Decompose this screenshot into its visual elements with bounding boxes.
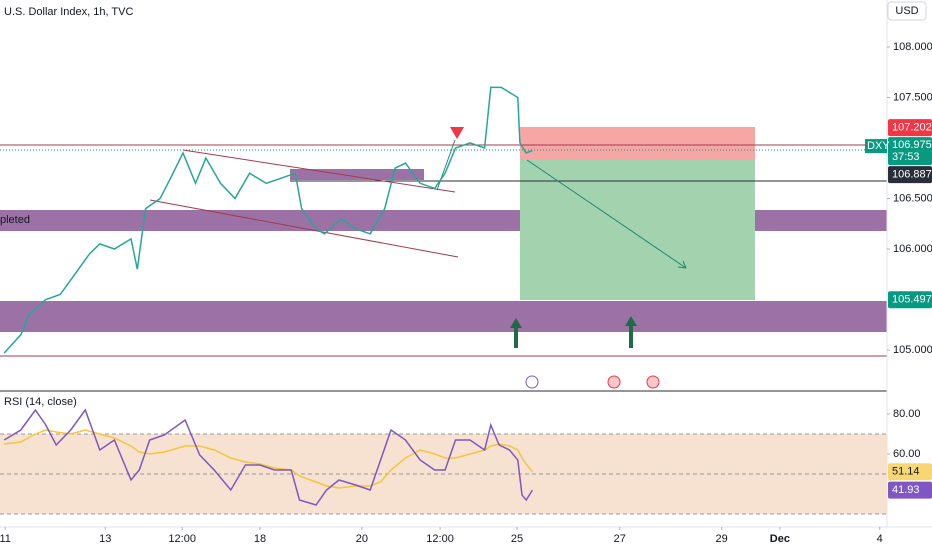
stop-zone (520, 127, 755, 160)
event-icon[interactable] (525, 375, 539, 389)
zone (0, 301, 887, 332)
buy-arrow (625, 316, 637, 348)
price-tag-label: 105.497 (892, 294, 932, 306)
price-tag-label: 51.14 (892, 466, 920, 478)
currency[interactable]: USD (895, 5, 918, 17)
y-tick-label: 107.500 (893, 91, 932, 103)
series-line (3, 408, 534, 506)
trend-line (149, 199, 459, 258)
x-tick-label: 11 (0, 533, 11, 545)
x-tick-label: 25 (511, 533, 523, 545)
projection-arrow (436, 139, 456, 191)
zone (290, 169, 424, 180)
y-tick-label: 108.000 (893, 41, 932, 53)
sell-marker (450, 127, 464, 139)
price-tag (888, 119, 932, 137)
x-tick-label: Dec (770, 533, 790, 545)
x-tick-label: 12:00 (168, 533, 196, 545)
buy-arrow (510, 318, 522, 348)
price-tag (888, 137, 932, 166)
price-tag-label: 106.975 (892, 139, 932, 151)
x-tick-label: 13 (99, 533, 111, 545)
x-tick-label: 20 (356, 533, 368, 545)
price-tag (888, 291, 932, 309)
y-tick-label: 106.500 (893, 192, 932, 204)
trend-line (182, 149, 456, 193)
price-tag (888, 166, 932, 184)
price-tag-label: 107.202 (892, 121, 932, 133)
x-tick-label: 4 (877, 533, 883, 545)
chart-title: U.S. Dollar Index, 1h, TVC (4, 6, 133, 18)
price-tag (888, 481, 932, 499)
target-zone (520, 160, 755, 300)
y-tick-label: 105.000 (893, 344, 932, 356)
arrow-head (677, 260, 687, 269)
y-tick-label: 80.00 (893, 408, 921, 420)
price-tag-timer: 37:53 (892, 151, 920, 163)
projection-arrow (526, 159, 687, 269)
currency-button[interactable] (887, 1, 927, 21)
x-tick-label: 27 (614, 533, 626, 545)
price-tag-label: 41.93 (892, 484, 920, 496)
event-icon[interactable] (607, 375, 621, 389)
x-tick-label: 18 (254, 533, 266, 545)
price-tag (888, 463, 932, 481)
symbol-tag (865, 139, 887, 154)
y-tick-label: 60.00 (893, 448, 921, 460)
x-tick-label: 12:00 (426, 533, 454, 545)
indicator-title: RSI (14, close) (4, 396, 77, 408)
x-tick-label: 29 (716, 533, 728, 545)
event-icon[interactable] (646, 375, 660, 389)
zone-label: pleted (0, 214, 30, 226)
y-tick-label: 106.000 (893, 243, 932, 255)
price-tag-label: 106.887 (892, 168, 932, 180)
series-line (3, 86, 533, 354)
symbol-tag-label: DXY (867, 140, 890, 152)
